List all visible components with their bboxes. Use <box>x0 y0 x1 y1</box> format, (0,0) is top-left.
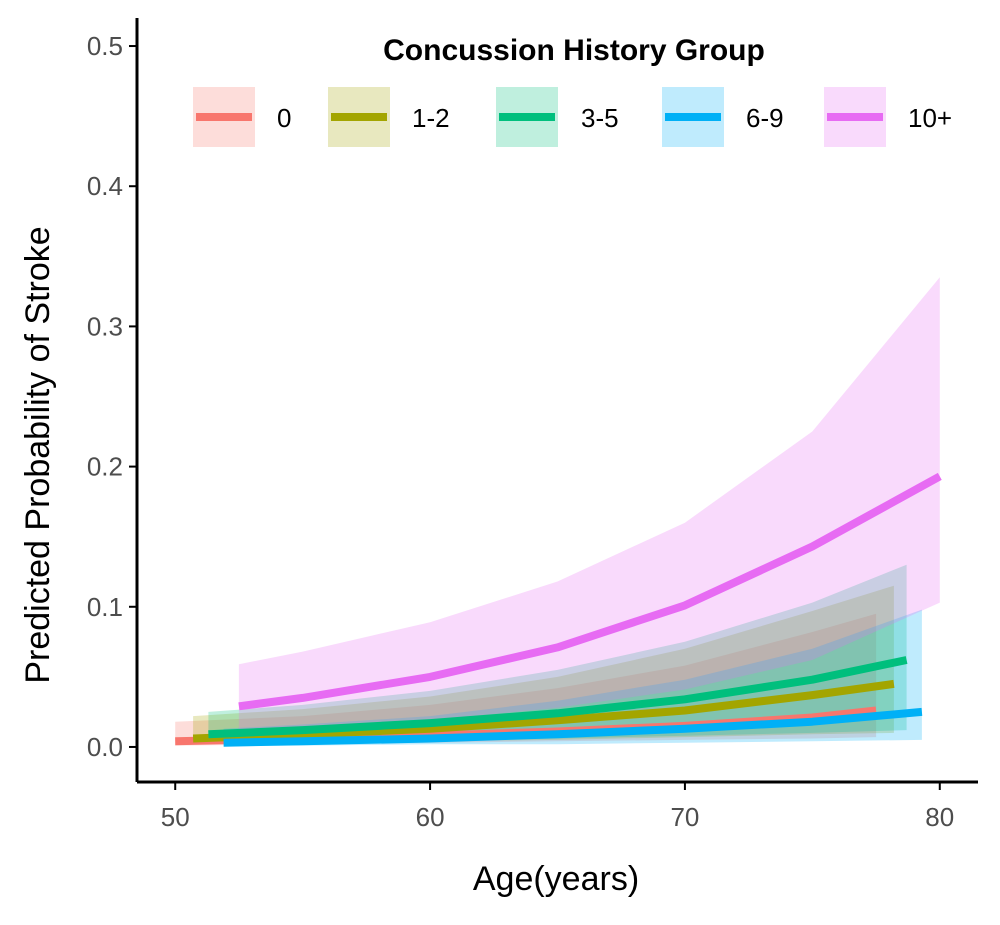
axes <box>135 18 978 784</box>
line-3-5 <box>208 656 908 739</box>
band-6-9 <box>223 609 922 746</box>
legend-label-3-5: 3-5 <box>581 103 619 133</box>
legend-item-3-5: 3-5 <box>496 87 619 147</box>
series-lines <box>175 472 942 747</box>
x-ticks: 50 60 70 80 <box>161 782 954 832</box>
y-axis-title: Predicted Probability of Stroke <box>19 226 57 683</box>
legend-item-0: 0 <box>193 87 291 147</box>
x-tick-label: 50 <box>161 802 190 832</box>
y-tick-label: 0.0 <box>87 732 123 762</box>
band-3-5 <box>208 564 907 743</box>
legend-items: 0 1-2 3-5 6-9 10+ <box>193 87 952 147</box>
x-tick-label: 60 <box>416 802 445 832</box>
line-6-9 <box>223 707 923 747</box>
x-tick-label: 80 <box>925 802 954 832</box>
y-tick-label: 0.1 <box>87 592 123 622</box>
y-tick-label: 0.5 <box>87 31 123 61</box>
band-0 <box>175 613 877 746</box>
x-tick-label: 70 <box>670 802 699 832</box>
legend-label-10+: 10+ <box>908 103 952 133</box>
x-axis-title: Age(years) <box>473 860 639 898</box>
legend-label-0: 0 <box>277 103 291 133</box>
band-10+ <box>238 277 940 733</box>
line-10+ <box>238 472 942 711</box>
line-1-2 <box>192 679 895 743</box>
y-tick-label: 0.3 <box>87 311 123 341</box>
legend-item-10+: 10+ <box>824 87 952 147</box>
y-tick-label: 0.2 <box>87 452 123 482</box>
y-tick-label: 0.4 <box>87 171 123 201</box>
legend-label-1-2: 1-2 <box>412 103 450 133</box>
y-ticks: 0.0 0.1 0.2 0.3 0.4 0.5 <box>87 31 137 762</box>
legend-title: Concussion History Group <box>383 34 765 67</box>
legend-item-6-9: 6-9 <box>662 87 784 147</box>
legend-item-1-2: 1-2 <box>328 87 450 147</box>
legend: Concussion History Group 0 1-2 3-5 6-9 10+ <box>193 34 952 147</box>
legend-label-6-9: 6-9 <box>746 103 784 133</box>
